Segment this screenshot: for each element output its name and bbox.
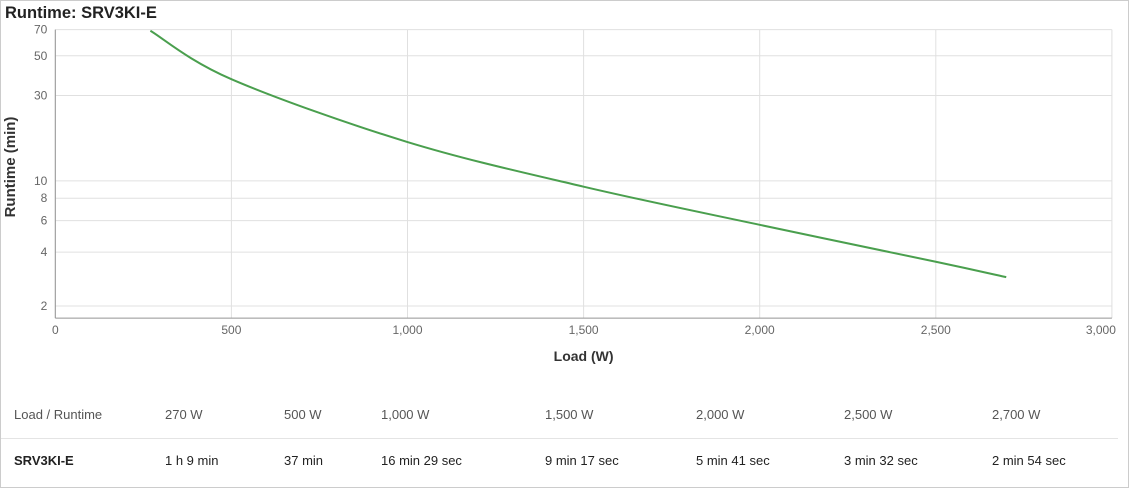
- svg-text:6: 6: [41, 214, 48, 228]
- svg-text:30: 30: [34, 88, 48, 102]
- svg-text:500: 500: [221, 323, 241, 337]
- svg-text:Runtime (min): Runtime (min): [2, 117, 19, 218]
- svg-text:1,000: 1,000: [392, 323, 422, 337]
- svg-text:70: 70: [34, 23, 48, 37]
- svg-text:1,500: 1,500: [569, 323, 599, 337]
- svg-text:2,000: 2,000: [745, 323, 775, 337]
- svg-text:8: 8: [41, 191, 48, 205]
- svg-text:2: 2: [41, 299, 48, 313]
- svg-text:10: 10: [34, 174, 48, 188]
- svg-text:3,000: 3,000: [1086, 323, 1116, 337]
- svg-text:50: 50: [34, 49, 48, 63]
- svg-text:Load (W): Load (W): [554, 348, 614, 364]
- svg-text:0: 0: [52, 323, 59, 337]
- svg-text:2,500: 2,500: [921, 323, 951, 337]
- svg-text:4: 4: [41, 245, 48, 259]
